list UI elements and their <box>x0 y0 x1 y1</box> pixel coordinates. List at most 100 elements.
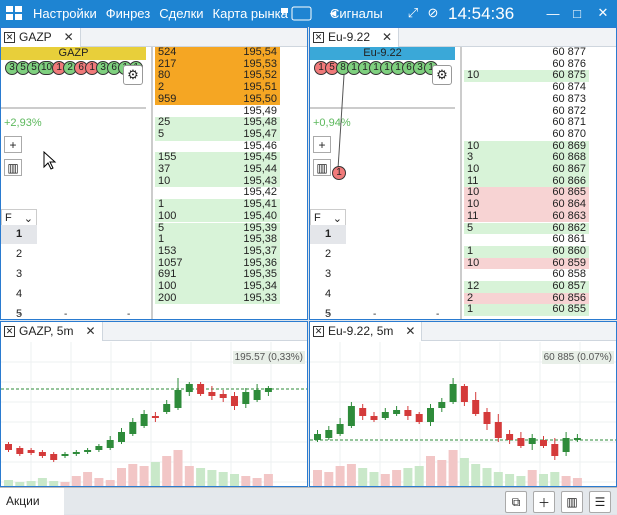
close-icon[interactable]: ✕ <box>382 30 393 44</box>
checkbox-icon[interactable]: ✕ <box>4 325 15 337</box>
tab-eu[interactable]: ✕ Eu-9.22 ✕ <box>310 27 400 47</box>
menu-item-finres[interactable]: Финрез <box>105 6 151 21</box>
level-item[interactable]: 2 <box>324 248 332 260</box>
volume-cell: 524 <box>158 46 177 58</box>
orderbook-row[interactable]: 5 195,39 <box>155 222 280 235</box>
orderbook-row[interactable]: 1 60 855 <box>464 304 589 317</box>
gear-icon[interactable]: ⚙ <box>432 65 452 85</box>
app-logo-icon[interactable] <box>6 6 22 20</box>
orderbook-row[interactable]: 10 60 864 <box>464 198 589 211</box>
collapse-left-icon[interactable]: ◂ <box>329 5 337 20</box>
orderbook-row[interactable]: 11 60 863 <box>464 210 589 223</box>
close-icon[interactable]: ✕ <box>85 324 96 338</box>
orderbook-row[interactable]: 3 60 868 <box>464 152 589 164</box>
orderbook-row[interactable]: 100 195,40 <box>155 210 280 223</box>
gear-icon[interactable]: ⚙ <box>123 65 143 85</box>
orderbook-row[interactable]: 10 60 869 <box>464 140 589 153</box>
add-list-icon[interactable]: ☰ <box>589 491 611 513</box>
candle-chart[interactable]: 195.57 (0,33%) <box>1 342 307 486</box>
volume-bar <box>313 470 322 486</box>
volume-icon[interactable]: ▥ <box>4 159 22 176</box>
orderbook-row[interactable]: 217 195,53 <box>155 58 280 71</box>
orderbook-row[interactable]: 5 195,47 <box>155 128 280 141</box>
checkbox-icon[interactable]: ✕ <box>313 325 324 337</box>
orderbook-row[interactable]: 10 60 875 <box>464 70 589 83</box>
tab-gazp[interactable]: ✕ GAZP ✕ <box>1 27 81 47</box>
add-chart-icon[interactable]: ▥ <box>561 491 583 513</box>
orderbook-row[interactable]: 1 60 860 <box>464 245 589 258</box>
level-item[interactable]: 3 <box>15 268 23 280</box>
orderbook-row[interactable]: 2 60 856 <box>464 292 589 305</box>
orderbook-row[interactable]: 1 195,41 <box>155 198 280 211</box>
tab-eu-chart[interactable]: ✕ Eu-9.22, 5m ✕ <box>310 321 423 341</box>
level-item[interactable]: 2 <box>15 248 23 260</box>
orderbook-row[interactable]: 10 195,43 <box>155 175 280 188</box>
orderbook-row[interactable]: 2 195,51 <box>155 81 280 94</box>
orderbook-row[interactable]: 60 858 <box>464 269 589 281</box>
orderbook-row[interactable]: 60 870 <box>464 128 589 141</box>
close-button[interactable]: ✕ <box>597 5 609 20</box>
volume-bar <box>15 482 25 486</box>
orderbook-row[interactable]: 5 60 862 <box>464 222 589 235</box>
level-item[interactable]: 5 <box>324 308 332 320</box>
level-item[interactable]: 4 <box>324 288 332 300</box>
volume-icon[interactable]: ▥ <box>313 159 331 176</box>
add-button[interactable]: + <box>4 136 22 153</box>
signals-label[interactable]: Сигналы <box>330 6 383 21</box>
price-cell: 60 871 <box>552 116 586 129</box>
popout-icon[interactable]: ⧉ <box>505 491 527 513</box>
orderbook-row[interactable]: 10 60 859 <box>464 257 589 270</box>
expand-icon[interactable]: ⤢ <box>407 5 419 20</box>
chat-icon[interactable] <box>280 6 312 21</box>
level-item[interactable]: 5 <box>15 308 23 320</box>
orderbook-row[interactable]: 60 876 <box>464 58 589 71</box>
checkbox-icon[interactable]: ✕ <box>4 31 15 43</box>
clear-signals-icon[interactable]: ⊘ <box>427 5 439 20</box>
orderbook-row[interactable]: 12 60 857 <box>464 280 589 293</box>
orderbook-row[interactable]: 80 195,52 <box>155 70 280 83</box>
orderbook-row[interactable]: 100 195,34 <box>155 280 280 293</box>
level-item[interactable]: 4 <box>15 288 23 300</box>
orderbook-row[interactable]: 60 871 <box>464 116 589 129</box>
orderbook-row[interactable]: 195,49 <box>155 105 280 118</box>
level-item[interactable]: 3 <box>324 268 332 280</box>
level-item[interactable]: 1 <box>1 225 37 244</box>
orderbook-row[interactable]: 60 861 <box>464 233 589 246</box>
orderbook-row[interactable]: 524 195,54 <box>155 46 280 59</box>
orderbook-row[interactable]: 195,42 <box>155 187 280 199</box>
orderbook-row[interactable]: 60 874 <box>464 81 589 94</box>
orderbook-row[interactable]: 10 60 867 <box>464 163 589 176</box>
orderbook-row[interactable]: 691 195,35 <box>155 269 280 281</box>
orderbook-row[interactable]: 195,46 <box>155 140 280 153</box>
maximize-button[interactable]: □ <box>573 5 581 21</box>
minimize-button[interactable]: — <box>546 5 560 21</box>
orderbook-row[interactable]: 11 60 866 <box>464 175 589 188</box>
orderbook-row[interactable]: 155 195,45 <box>155 152 280 164</box>
close-icon[interactable]: ✕ <box>405 324 416 338</box>
volume-bar <box>346 464 356 486</box>
orderbook-row[interactable]: 60 872 <box>464 105 589 118</box>
tab-stocks[interactable]: Акции <box>0 488 64 515</box>
splitter[interactable] <box>460 47 462 319</box>
orderbook-row[interactable]: 1 195,38 <box>155 233 280 246</box>
orderbook-row[interactable]: 25 195,48 <box>155 116 280 129</box>
add-window-icon[interactable]: ＋ <box>533 491 555 513</box>
menu-item-market-map[interactable]: Карта рынка <box>212 6 288 21</box>
orderbook-row[interactable]: 10 60 865 <box>464 187 589 200</box>
orderbook-row[interactable]: 153 195,37 <box>155 245 280 258</box>
orderbook-row[interactable]: 1057 195,36 <box>155 257 280 270</box>
orderbook-row[interactable]: 60 877 <box>464 46 589 59</box>
splitter[interactable] <box>151 47 153 319</box>
orderbook-row[interactable]: 959 195,50 <box>155 93 280 106</box>
add-button[interactable]: + <box>313 136 331 153</box>
tab-gazp-chart[interactable]: ✕ GAZP, 5m ✕ <box>1 321 103 341</box>
orderbook-row[interactable]: 60 873 <box>464 93 589 106</box>
menu-item-deals[interactable]: Сделки <box>159 6 204 21</box>
orderbook-row[interactable]: 200 195,33 <box>155 292 280 305</box>
close-icon[interactable]: ✕ <box>63 30 74 44</box>
candle-chart[interactable]: 60 885 (0.07%) <box>310 342 616 486</box>
checkbox-icon[interactable]: ✕ <box>313 31 324 43</box>
level-item[interactable]: 1 <box>310 225 346 244</box>
orderbook-row[interactable]: 37 195,44 <box>155 163 280 176</box>
menu-item-settings[interactable]: Настройки <box>33 6 97 21</box>
